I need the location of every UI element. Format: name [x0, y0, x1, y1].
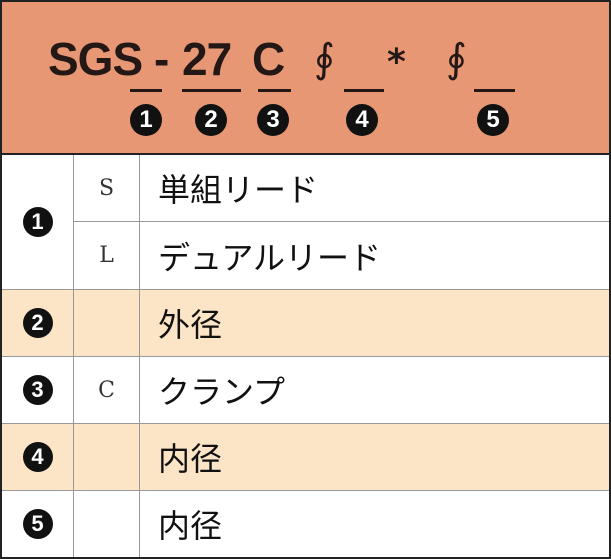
row-number: 2 [22, 308, 53, 338]
marker-3: 3 [257, 104, 289, 136]
underline-1 [130, 89, 162, 92]
table-row: 1 S 単組リード L デュアルリード [2, 155, 609, 290]
code-dash: - [154, 33, 169, 85]
option-code: L [74, 222, 140, 289]
table-row: 5 内径 [2, 491, 609, 557]
marker-4: 4 [346, 104, 378, 136]
phi-symbol: ∮ [446, 36, 467, 82]
marker-1: 1 [130, 104, 162, 136]
underline-3 [258, 89, 291, 92]
option-label: 内径 [158, 440, 223, 478]
table-row: 2 外径 [2, 290, 609, 357]
option-label: クランプ [158, 373, 286, 411]
table-row: 3 C クランプ [2, 357, 609, 424]
asterisk: * [387, 42, 406, 83]
option-code: C [74, 357, 140, 423]
marker-5: 5 [477, 104, 509, 136]
row-number: 1 [22, 207, 53, 237]
option-label: 外径 [158, 306, 223, 344]
row-number: 5 [22, 509, 53, 539]
option-label: 内径 [158, 507, 223, 545]
marker-2: 2 [195, 104, 227, 136]
code-series: SGS [48, 33, 143, 85]
option-label: デュアルリード [158, 238, 382, 277]
option-code: S [74, 155, 140, 221]
table-row: 4 内径 [2, 424, 609, 491]
row-number: 3 [22, 375, 53, 405]
row-number: 4 [22, 442, 53, 472]
option-code [74, 290, 140, 356]
option-code [74, 491, 140, 557]
phi-symbol: ∮ [314, 36, 335, 82]
model-code-header: SGS - 27 C ∮ * ∮ 1 2 3 4 5 [2, 2, 609, 155]
underline-2 [182, 89, 241, 92]
option-code [74, 424, 140, 490]
option-label: 単組リード [158, 171, 319, 209]
code-clamp: C [252, 33, 285, 85]
underline-4 [344, 89, 384, 92]
underline-5 [474, 89, 515, 92]
code-size: 27 [182, 33, 232, 85]
